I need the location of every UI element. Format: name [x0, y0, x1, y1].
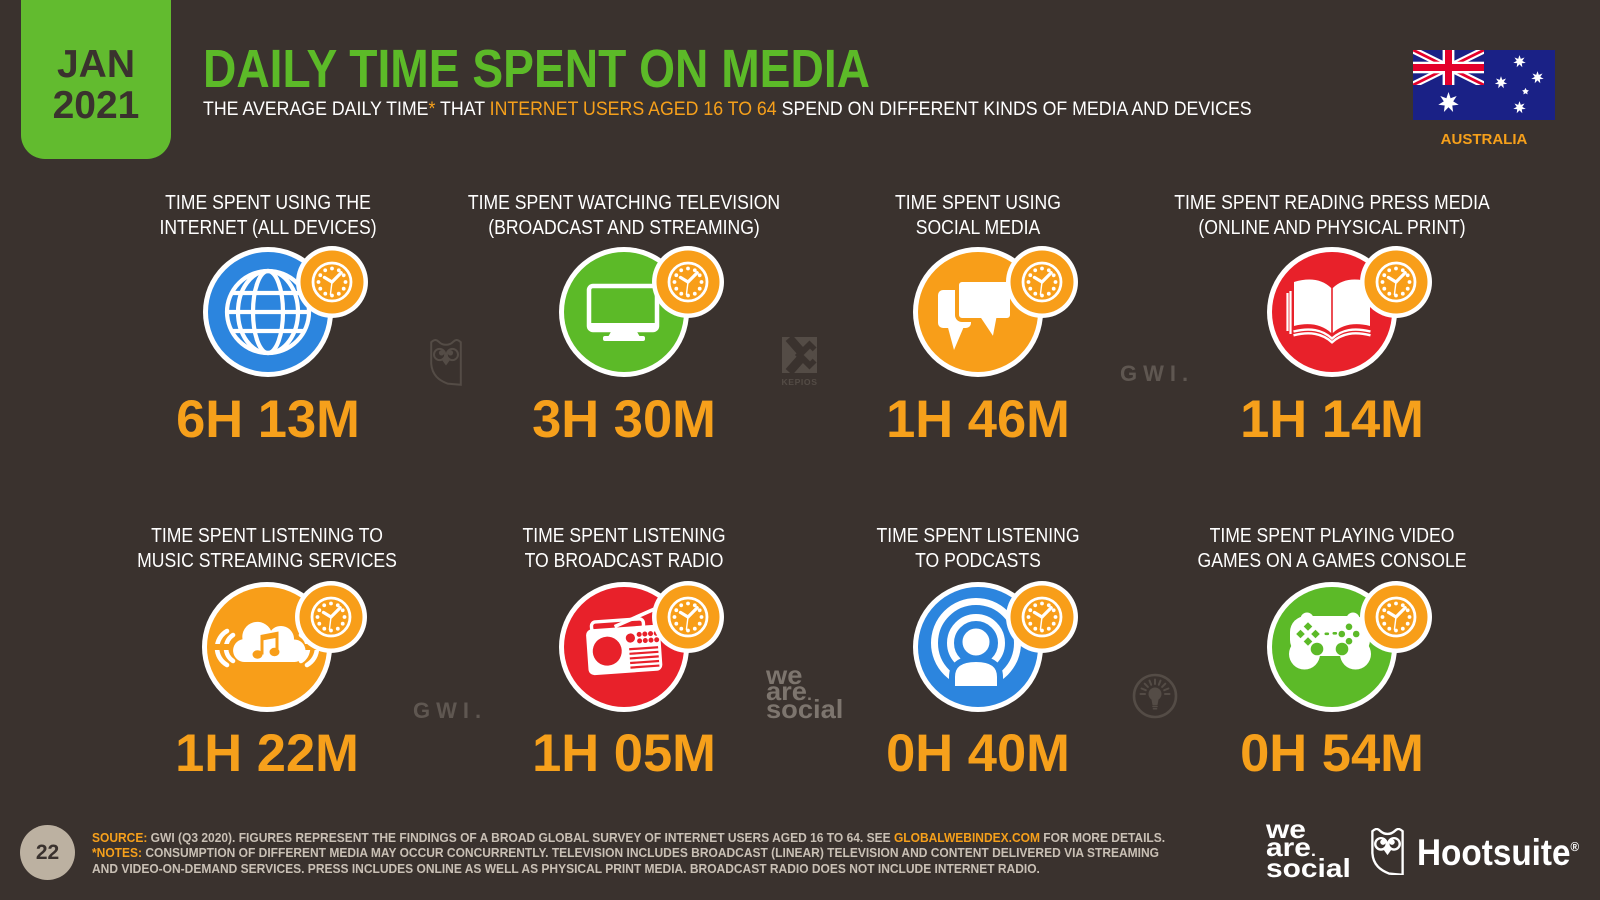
svg-text:KEPIOS: KEPIOS — [781, 377, 817, 387]
